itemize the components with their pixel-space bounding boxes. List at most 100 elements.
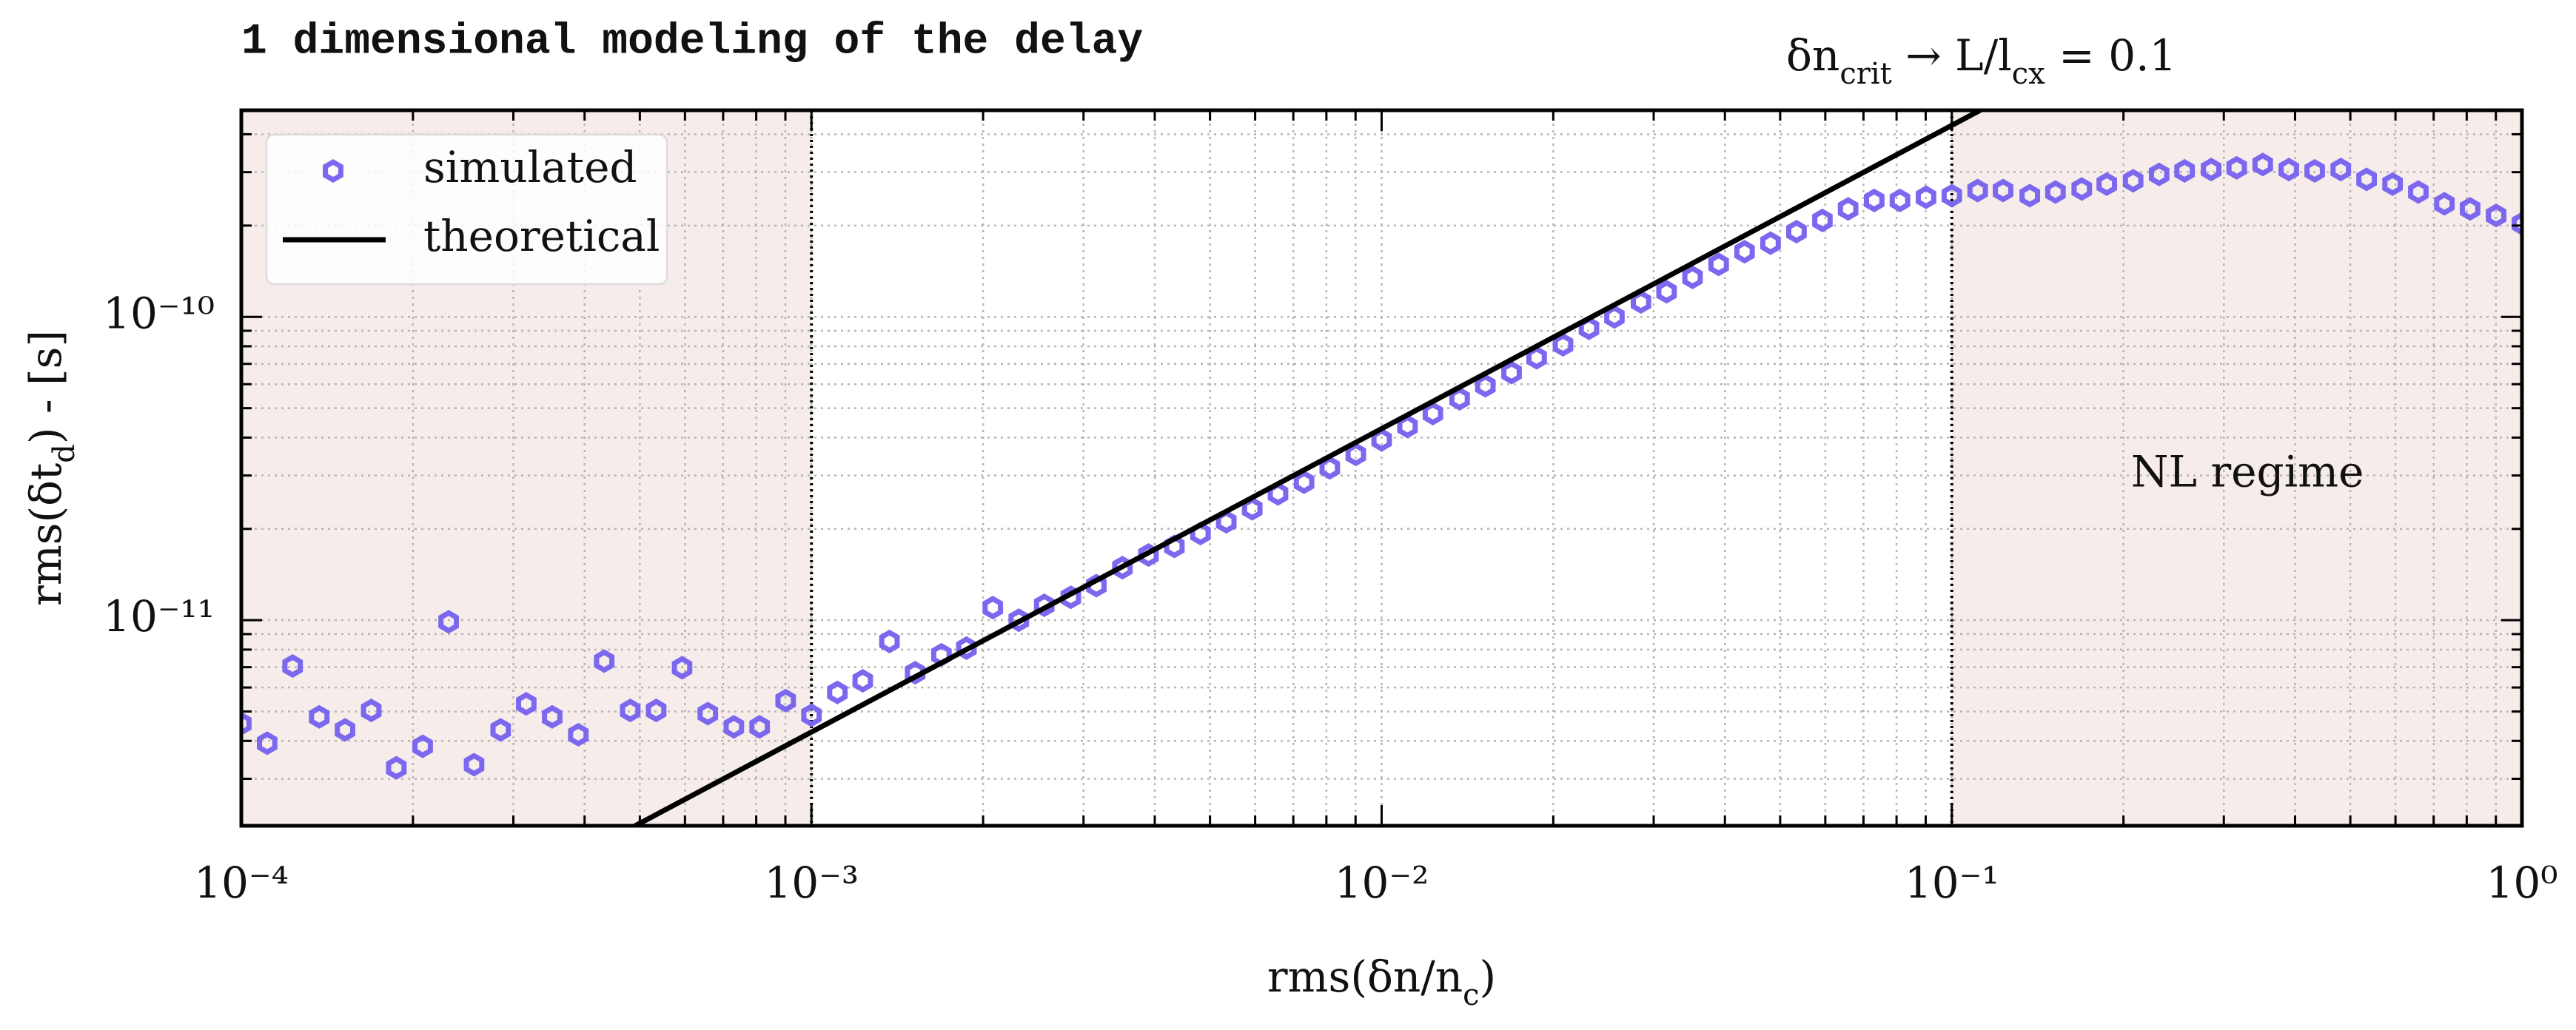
data-point xyxy=(1552,332,1574,357)
data-point xyxy=(1422,401,1443,425)
data-point xyxy=(775,688,796,713)
data-point xyxy=(645,699,667,723)
data-point xyxy=(1293,470,1315,494)
data-point xyxy=(412,734,433,758)
legend-box xyxy=(265,133,668,286)
data-point xyxy=(1033,593,1055,618)
data-point xyxy=(620,699,641,723)
annotation-part: cx xyxy=(2012,57,2045,91)
data-point xyxy=(1760,231,1781,255)
data-point xyxy=(671,656,693,680)
data-point xyxy=(1941,184,1962,208)
legend: simulated theoretical xyxy=(265,133,668,286)
data-point xyxy=(360,699,382,723)
data-point xyxy=(801,703,822,727)
data-point xyxy=(1526,346,1547,370)
plot-axes: 10⁻⁴ 10⁻³ 10⁻² 10⁻¹ 10⁰ 10⁻¹¹ 10⁻¹⁰ simulated th… xyxy=(21,30,2558,1012)
data-point xyxy=(1319,456,1341,480)
annotation: NL regime xyxy=(2131,447,2364,497)
data-point xyxy=(749,715,771,739)
data-point xyxy=(1916,185,1936,209)
data-point xyxy=(1708,252,1729,277)
data-point xyxy=(905,661,926,685)
data-point xyxy=(2408,180,2429,204)
data-point xyxy=(1604,305,1625,329)
x-axis-label-part: rms(δn/n xyxy=(1267,952,1463,1002)
data-point xyxy=(1345,442,1366,467)
x-axis-label: rms(δn/nc) xyxy=(1267,952,1496,1012)
data-point xyxy=(542,704,563,729)
annotation: δncrit → L/lcx = 0.1 xyxy=(1786,30,2176,91)
data-point xyxy=(1086,573,1107,598)
data-point xyxy=(982,596,1004,620)
data-point xyxy=(2045,180,2066,204)
data-point xyxy=(852,669,873,693)
data-point xyxy=(386,755,407,780)
annotation-part: → L/l xyxy=(1892,30,2012,81)
data-point xyxy=(879,629,900,653)
data-point xyxy=(2174,158,2196,183)
data-point xyxy=(1682,265,1703,289)
legend-swatch xyxy=(323,158,343,184)
data-point xyxy=(335,718,355,742)
data-point xyxy=(1449,386,1470,411)
data-point xyxy=(1837,197,1859,221)
data-point xyxy=(2252,152,2273,177)
data-point xyxy=(2148,162,2170,186)
data-point xyxy=(723,715,745,739)
data-point xyxy=(2226,155,2247,180)
data-point xyxy=(1993,178,2013,203)
y-axis-label-part: rms(δt xyxy=(21,463,71,606)
data-point xyxy=(1734,240,1755,264)
data-point xyxy=(1864,188,1885,212)
data-point xyxy=(1475,374,1496,398)
data-point xyxy=(438,610,459,634)
data-point xyxy=(2486,203,2506,228)
y-axis-label-part: d xyxy=(47,444,81,463)
annotation-part: = 0.1 xyxy=(2045,30,2177,81)
plot-data xyxy=(241,110,2522,826)
data-point xyxy=(827,680,848,704)
data-point xyxy=(2330,158,2352,182)
data-point xyxy=(1786,220,1807,244)
data-point xyxy=(2434,192,2455,216)
data-point xyxy=(1501,360,1522,385)
data-point xyxy=(2382,172,2404,196)
data-point xyxy=(309,704,330,729)
chart-title: 1 dimensional modeling of the delay xyxy=(241,18,1143,66)
x-axis-label-part: c xyxy=(1463,978,1479,1012)
data-point xyxy=(463,753,485,777)
x-tick-label: 10⁻² xyxy=(1335,858,1429,908)
data-point xyxy=(2278,158,2299,182)
data-point xyxy=(2304,158,2325,183)
data-point xyxy=(1656,280,1677,304)
data-point xyxy=(490,718,511,742)
x-tick-label: 10⁻³ xyxy=(764,858,859,908)
y-axis-label: rms(δtd) - [s] xyxy=(21,330,81,606)
x-tick-label: 10⁻⁴ xyxy=(194,858,289,908)
data-point xyxy=(697,701,719,726)
data-point xyxy=(2096,172,2117,196)
x-axis-label-part: ) xyxy=(1480,952,1497,1002)
data-point xyxy=(257,731,278,755)
y-axis-label-part: ) - [s] xyxy=(21,330,71,444)
y-tick-label: 10⁻¹⁰ xyxy=(103,288,215,338)
theory-line xyxy=(629,110,1986,826)
plot-frame xyxy=(239,108,2524,828)
annotation-part: crit xyxy=(1839,57,1891,91)
data-point xyxy=(2356,167,2377,192)
data-point xyxy=(2201,158,2221,182)
data-point xyxy=(516,692,537,716)
data-point xyxy=(2071,177,2093,201)
data-point xyxy=(1967,178,1988,203)
legend-label: simulated xyxy=(423,142,637,192)
data-point xyxy=(594,649,615,673)
y-tick-label: 10⁻¹¹ xyxy=(103,591,215,642)
annotation-part: δn xyxy=(1786,30,1839,81)
data-point xyxy=(568,722,589,747)
x-tick-label: 10⁻¹ xyxy=(1905,858,1999,908)
legend-label: theoretical xyxy=(423,211,660,261)
data-point xyxy=(2019,184,2040,208)
data-point xyxy=(1812,208,1833,232)
